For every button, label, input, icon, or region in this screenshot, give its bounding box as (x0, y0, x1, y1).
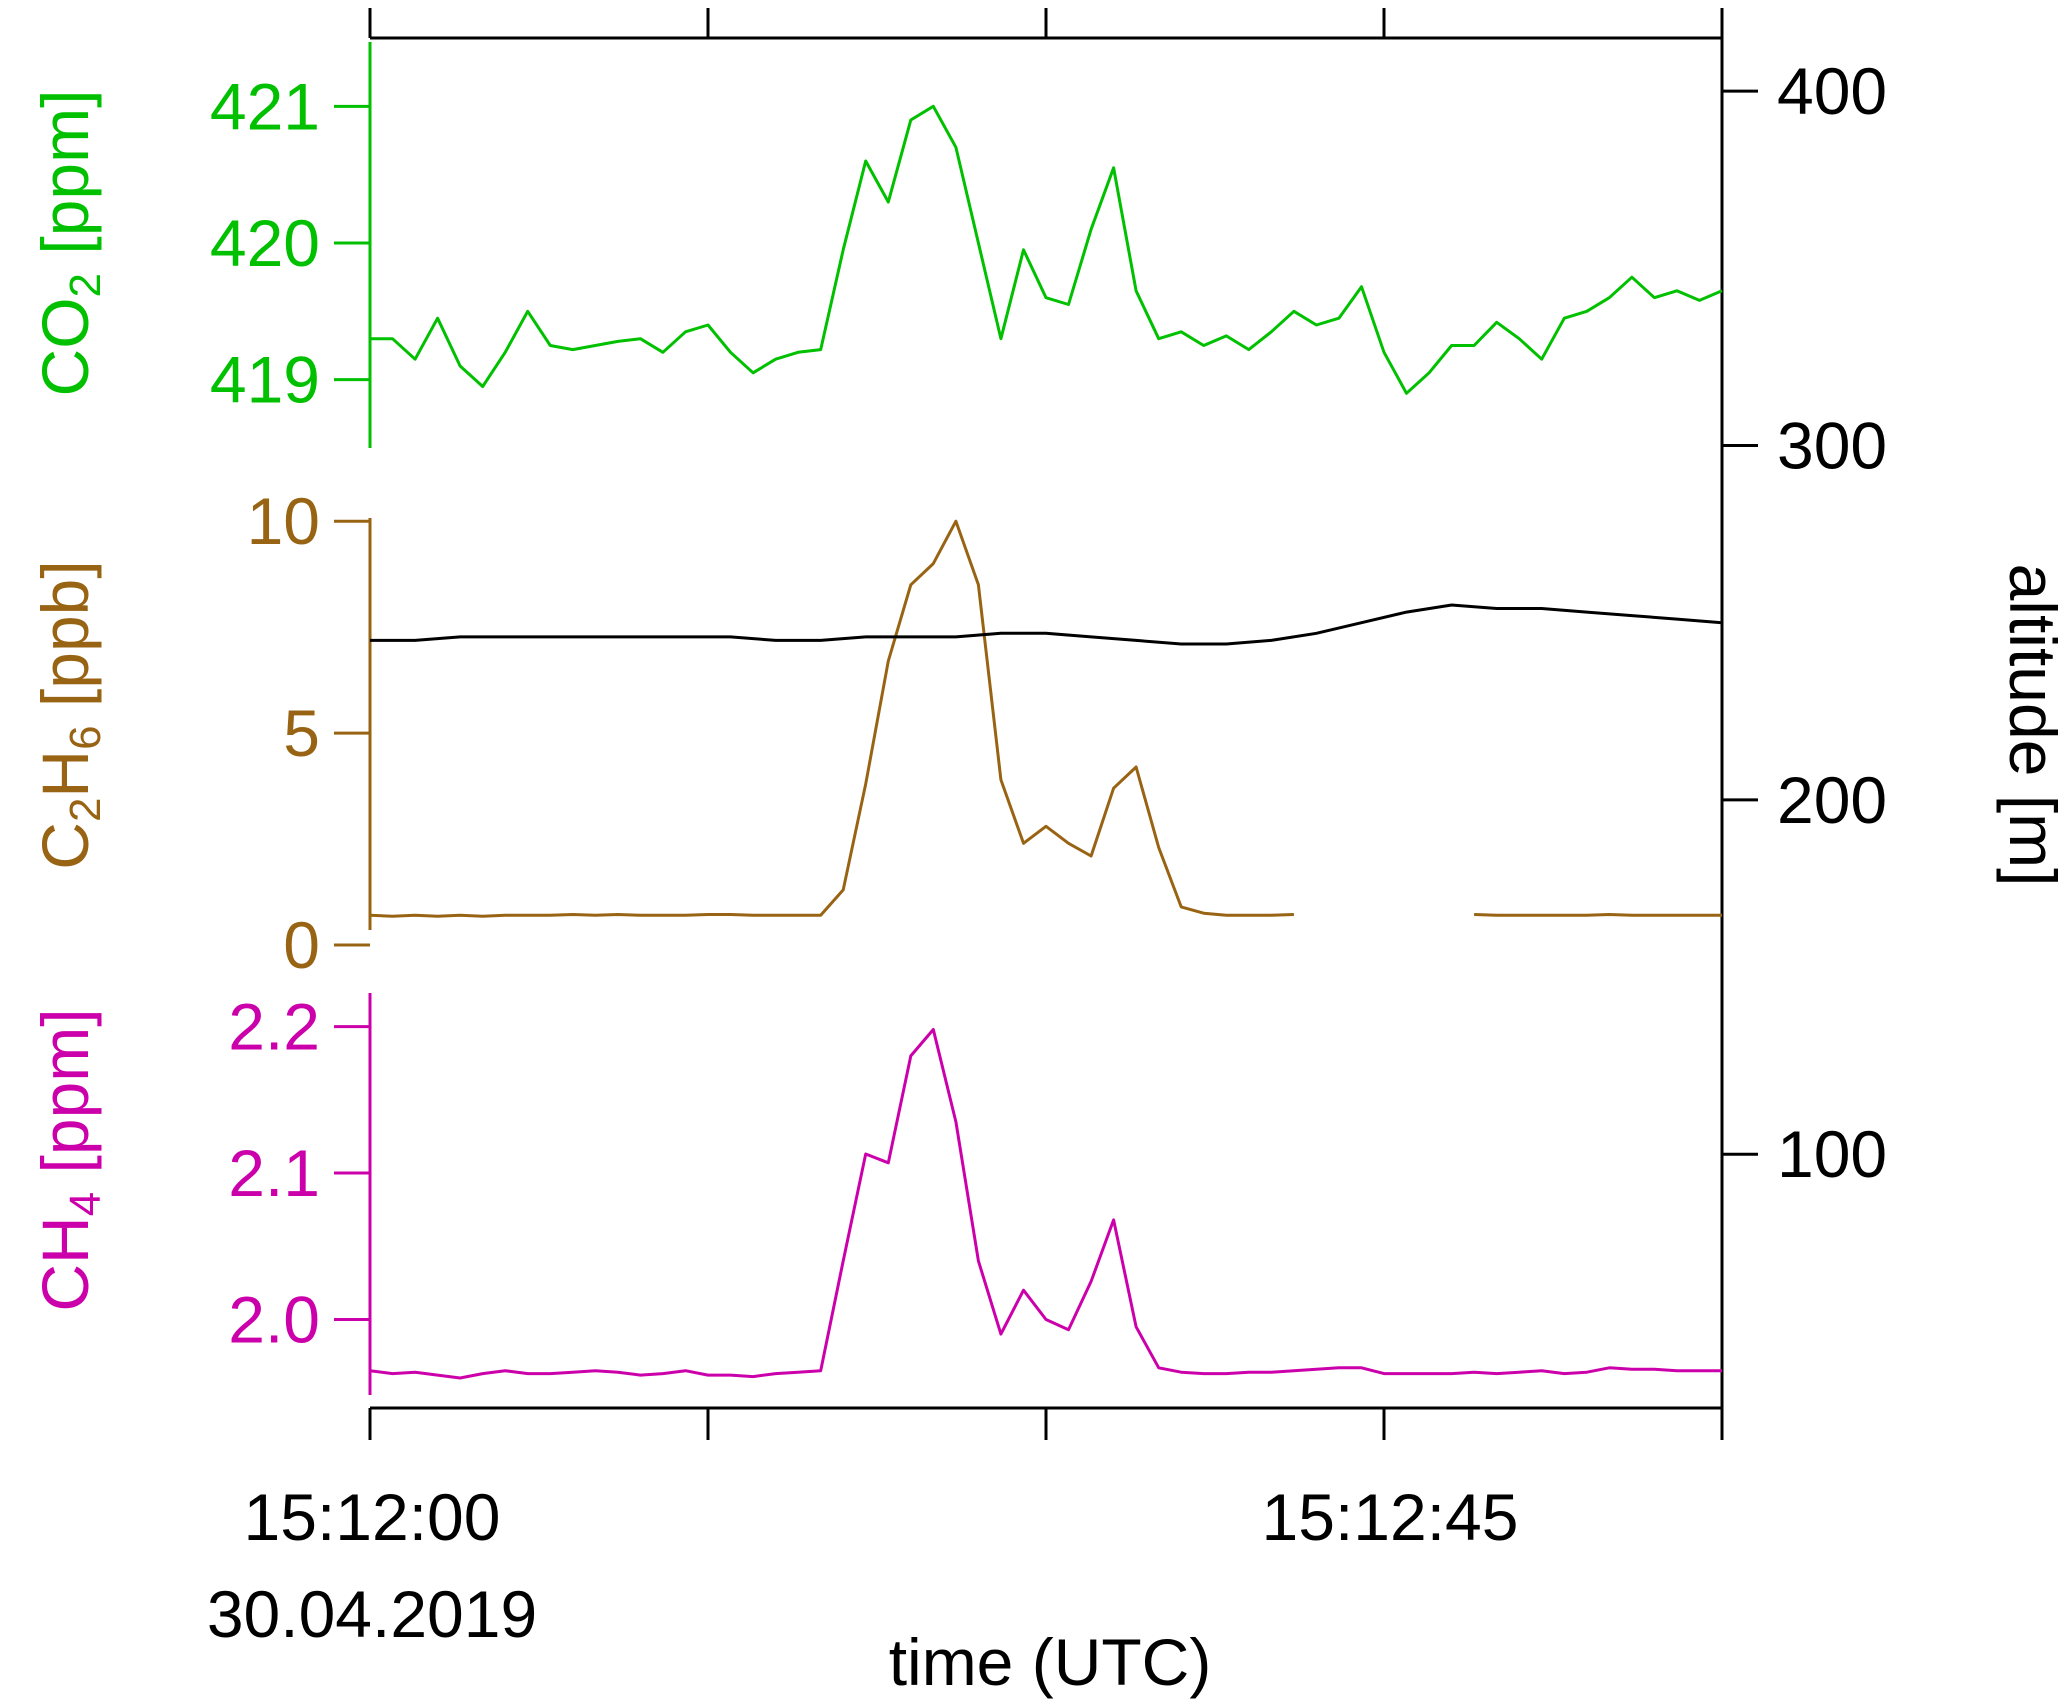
co2-axis-title: CO2 [ppm] (28, 90, 110, 397)
altitude-tick-label-2: 300 (1777, 409, 1887, 483)
co2-y-tick-label-1: 420 (210, 206, 320, 280)
c2h6-y-tick-label-0: 0 (283, 908, 320, 982)
ch4-y-tick-label-1: 2.1 (228, 1136, 320, 1210)
altitude-tick-label-0: 100 (1777, 1117, 1887, 1191)
x-tick-label-mid: 15:12:45 (1262, 1480, 1519, 1554)
altitude-series-line-0 (370, 603, 1723, 646)
c2h6-y-tick-label-1: 5 (283, 696, 320, 770)
ch4-series-line-0 (369, 1028, 1722, 1380)
co2-y-tick-label-2: 421 (210, 69, 320, 143)
c2h6-y-tick-label-2: 10 (247, 484, 320, 558)
ch4-y-tick-label-2: 2.2 (228, 990, 320, 1064)
c2h6-series-line-0 (369, 519, 1722, 918)
altitude-axis-title: altitude [m] (1996, 564, 2067, 887)
ch4-y-tick-label-0: 2.0 (228, 1282, 320, 1356)
x-axis: 15:12:00 15:12:45 30.04.2019 time (UTC) (207, 1480, 1519, 1699)
x-tick-label-start: 15:12:00 (244, 1480, 501, 1554)
ch4-axis-title: CH4 [ppm] (28, 1008, 110, 1311)
co2-y-tick-label-0: 419 (210, 343, 320, 417)
co2-series-line-0 (370, 104, 1723, 395)
panel-ch4: 2.0 2.1 2.2 CH4 [ppm] (28, 990, 1722, 1395)
plot-frame (368, 8, 1724, 1440)
panel-c2h6: 0 5 10 C2H6 [ppb] (28, 484, 1722, 982)
altitude-tick-label-1: 200 (1777, 763, 1887, 837)
x-axis-title: time (UTC) (889, 1625, 1212, 1699)
panel-co2: 419 420 421 CO2 [ppm] (28, 42, 1723, 448)
c2h6-axis-title: C2H6 [ppb] (28, 560, 110, 869)
right-axis-altitude: 100 200 300 400 altitude [m] (370, 54, 2067, 1191)
altitude-tick-label-3: 400 (1777, 54, 1887, 128)
x-date-label: 30.04.2019 (207, 1577, 537, 1651)
